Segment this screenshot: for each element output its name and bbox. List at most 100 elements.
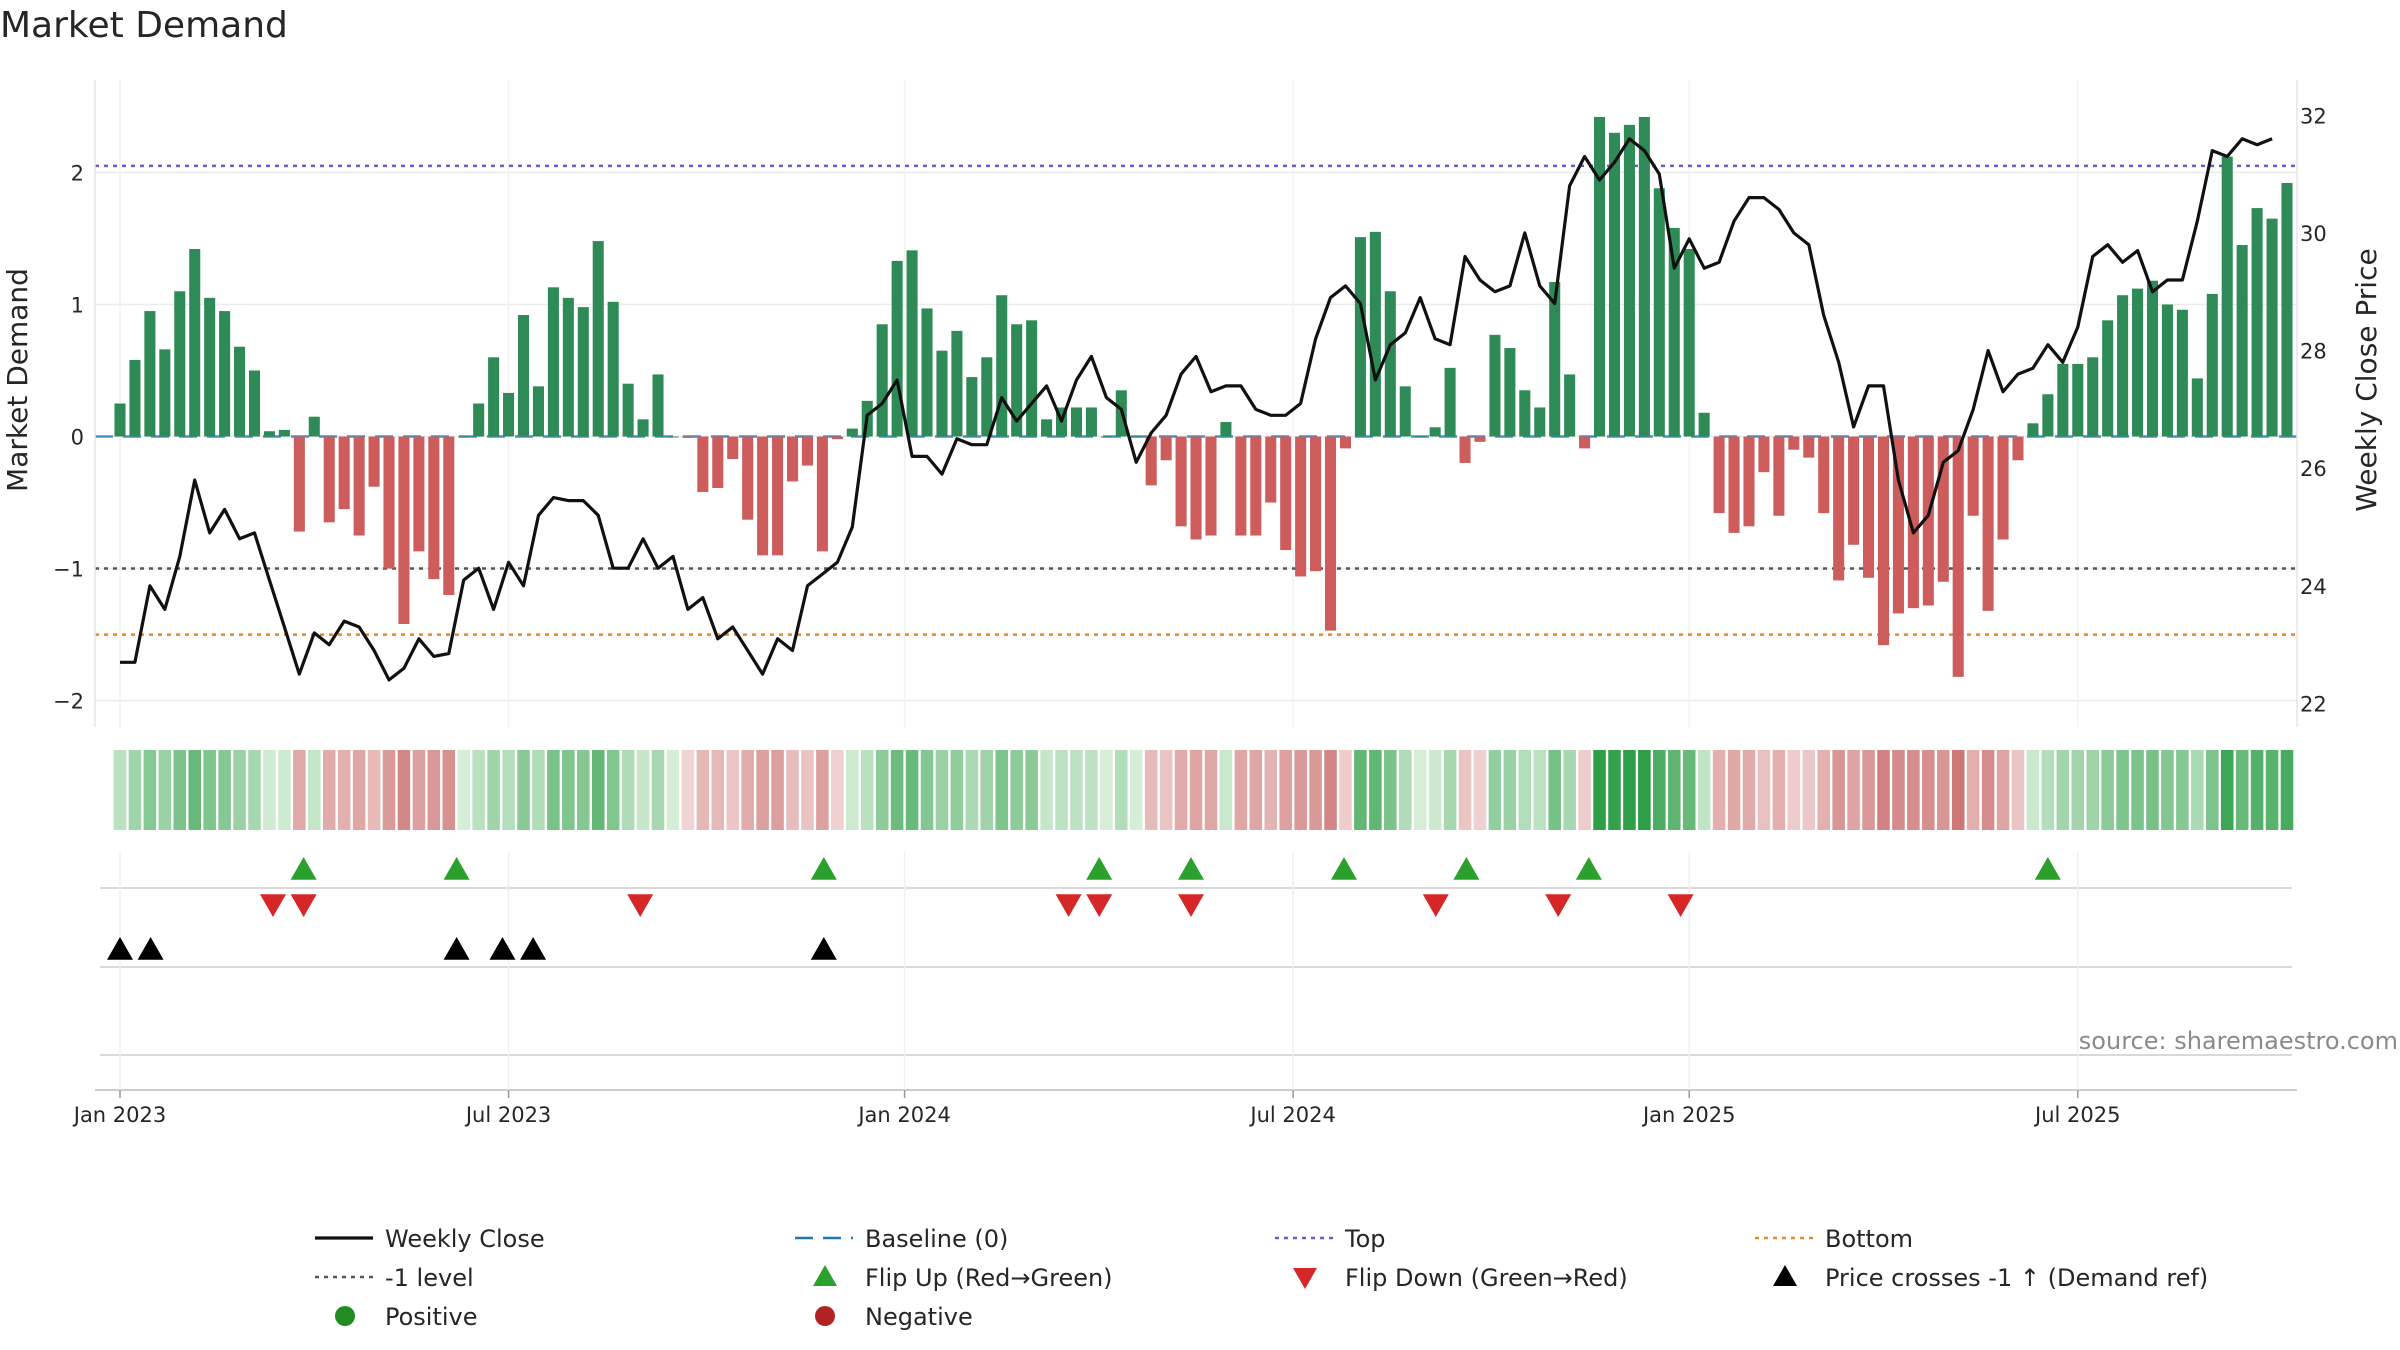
heat-cell xyxy=(532,750,545,830)
chart-title: Market Demand xyxy=(0,5,288,46)
demand-bar xyxy=(1026,320,1038,437)
demand-bar xyxy=(801,436,813,466)
demand-bar xyxy=(413,436,425,552)
heat-cell xyxy=(1204,750,1218,830)
demand-bar xyxy=(712,436,724,489)
demand-bar xyxy=(204,297,216,437)
demand-bar xyxy=(1175,436,1187,527)
demand-bar xyxy=(2042,394,2054,437)
demand-bar xyxy=(174,291,186,437)
heat-cell xyxy=(2250,750,2264,830)
demand-bar xyxy=(1504,348,1516,437)
demand-bar xyxy=(1997,436,2009,540)
heat-cell xyxy=(562,750,575,830)
heat-cell xyxy=(1996,750,2010,830)
heat-cell xyxy=(2280,750,2294,830)
flip-down-marker xyxy=(1667,894,1694,917)
demand-bar xyxy=(1444,367,1456,437)
y-tick-label: 2 xyxy=(71,161,84,185)
heat-cell xyxy=(2176,750,2189,830)
heat-cell xyxy=(2056,750,2070,830)
heat-cell xyxy=(2235,750,2249,830)
heat-cell xyxy=(1100,750,1113,830)
heat-cell xyxy=(1398,750,1412,830)
flip-down-marker xyxy=(1086,894,1113,917)
heat-cell xyxy=(1443,750,1457,830)
demand-bar xyxy=(2266,218,2278,437)
demand-bar xyxy=(1399,386,1411,437)
demand-bar xyxy=(293,436,305,532)
demand-bar xyxy=(772,436,784,556)
heat-cell xyxy=(2011,750,2025,830)
demand-bar xyxy=(234,346,246,437)
heat-cell xyxy=(367,750,381,830)
heat-cell xyxy=(337,750,351,830)
demand-bar xyxy=(1354,237,1366,437)
heat-cell xyxy=(322,750,336,830)
flip-up-marker xyxy=(290,857,317,880)
demand-bar xyxy=(189,249,201,437)
heat-cell xyxy=(2191,750,2204,830)
legend-label: Baseline (0) xyxy=(865,1225,1008,1253)
demand-bar xyxy=(1579,436,1591,449)
demand-bar xyxy=(981,357,993,437)
demand-bar xyxy=(622,383,634,437)
heat-cell xyxy=(1129,750,1143,830)
demand-bar xyxy=(2176,309,2188,437)
demand-heat-strip xyxy=(113,750,2294,830)
heat-cell xyxy=(2101,750,2114,830)
heat-cell xyxy=(1742,750,1756,830)
heat-cell xyxy=(1966,750,1980,830)
x-tick-label: Jul 2023 xyxy=(464,1103,551,1127)
heat-cell xyxy=(218,750,231,830)
flip-up-marker xyxy=(810,857,837,880)
heat-cell xyxy=(1369,750,1382,830)
heat-cell xyxy=(831,750,844,830)
heat-cell xyxy=(606,750,620,830)
heat-cell xyxy=(1159,750,1173,830)
heat-cell xyxy=(128,750,142,830)
demand-bar xyxy=(1668,227,1680,437)
heat-cell xyxy=(1817,750,1830,830)
demand-bar xyxy=(1534,407,1546,437)
heat-cell xyxy=(1010,750,1023,830)
demand-bar xyxy=(592,241,604,437)
heat-cell xyxy=(846,750,859,830)
demand-bar xyxy=(921,308,933,437)
demand-bar xyxy=(2281,182,2293,437)
demand-bar xyxy=(891,260,903,437)
demand-bar xyxy=(1160,436,1172,461)
demand-bar xyxy=(2236,245,2248,437)
flip-up-marker xyxy=(1086,857,1113,880)
y2-axis-title: Weekly Close Price xyxy=(2350,248,2383,511)
demand-bar xyxy=(2146,280,2159,437)
heat-cell xyxy=(666,750,680,830)
demand-bar xyxy=(1339,436,1352,449)
demand-bar xyxy=(1803,436,1815,458)
heat-cell xyxy=(113,750,127,830)
legend-swatch xyxy=(813,1265,837,1286)
heat-cell xyxy=(1518,750,1532,830)
heat-cell xyxy=(2026,750,2040,830)
heat-cell xyxy=(890,750,904,830)
demand-bar xyxy=(2102,320,2114,437)
demand-bar xyxy=(1713,436,1725,514)
heat-cell xyxy=(1309,750,1322,830)
y-tick-label: −2 xyxy=(53,690,84,714)
event-markers xyxy=(107,857,2061,960)
flip-down-marker xyxy=(290,894,317,917)
demand-bar xyxy=(577,307,589,437)
heat-cell xyxy=(1040,750,1053,830)
demand-bar xyxy=(562,297,574,437)
demand-bar xyxy=(1937,436,1949,582)
demand-bar xyxy=(2132,288,2144,437)
heat-cell xyxy=(1533,750,1547,830)
heat-cell xyxy=(577,750,590,830)
demand-bar xyxy=(1877,436,1890,646)
source-label: source: sharemaestro.com xyxy=(2079,1027,2398,1055)
demand-bar xyxy=(1459,436,1471,463)
flip-up-marker xyxy=(1178,857,1204,880)
heat-cell xyxy=(1085,750,1098,830)
flip-up-marker xyxy=(443,857,470,880)
heat-cell xyxy=(1922,750,1935,830)
